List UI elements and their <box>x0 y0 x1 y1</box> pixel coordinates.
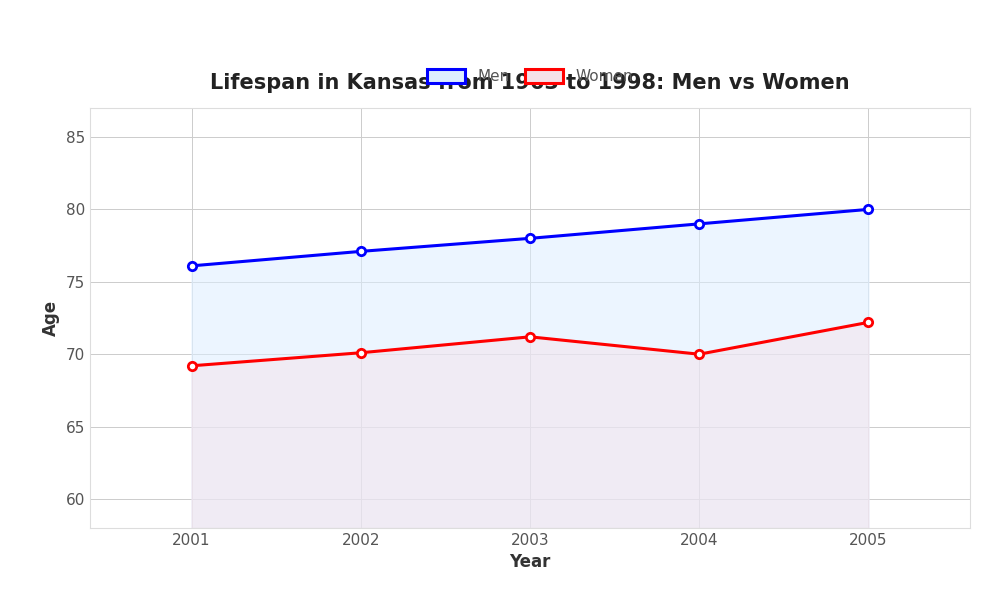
Legend: Men, Women: Men, Women <box>419 61 641 92</box>
Title: Lifespan in Kansas from 1963 to 1998: Men vs Women: Lifespan in Kansas from 1963 to 1998: Me… <box>210 73 850 92</box>
X-axis label: Year: Year <box>509 553 551 571</box>
Y-axis label: Age: Age <box>42 300 60 336</box>
